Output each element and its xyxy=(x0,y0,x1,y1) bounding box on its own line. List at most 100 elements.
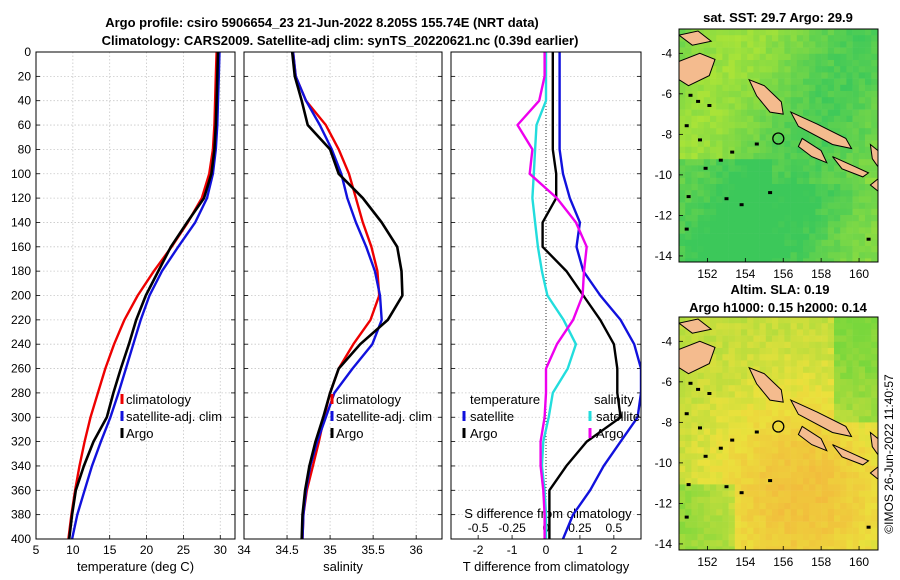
map-cell xyxy=(691,109,698,117)
map-lon-tick: 160 xyxy=(849,555,869,569)
map-cell xyxy=(784,190,791,197)
map-cell xyxy=(716,540,723,547)
map-cell xyxy=(765,372,773,380)
map-cell xyxy=(703,97,711,104)
map-cell xyxy=(790,546,798,550)
map-cell xyxy=(846,521,853,529)
map-cell xyxy=(697,184,705,191)
map-cell xyxy=(858,72,866,79)
map-cell xyxy=(710,391,717,398)
map-cell xyxy=(772,91,779,98)
map-cell xyxy=(821,323,829,330)
map-cell xyxy=(765,122,773,129)
map-cell xyxy=(846,35,853,42)
map-cell xyxy=(865,403,872,411)
map-cell xyxy=(858,103,866,110)
map-cell xyxy=(716,159,723,166)
map-cell xyxy=(716,41,723,48)
map-cell xyxy=(827,239,835,247)
map-cell xyxy=(790,208,798,216)
map-cell xyxy=(741,441,748,448)
map-cell xyxy=(703,115,711,123)
map-cell xyxy=(741,227,748,234)
map-cell xyxy=(803,134,810,141)
map-cell xyxy=(840,441,847,448)
map-cell xyxy=(728,465,736,473)
panel-salinity: 34 34.5 35 35.5 36salinityclimatologysatelli… xyxy=(237,51,443,574)
map-cell xyxy=(734,97,742,104)
map-cell xyxy=(722,472,729,479)
map-cell xyxy=(728,153,736,160)
map-cell xyxy=(753,341,760,349)
map-cell xyxy=(865,329,872,336)
map-cell xyxy=(784,490,791,498)
map-cell xyxy=(796,103,804,110)
map-cell xyxy=(697,252,705,259)
map-cell xyxy=(772,227,779,234)
map-cell xyxy=(685,521,692,529)
map-cell xyxy=(865,190,872,197)
map-cell xyxy=(759,521,767,529)
series-group xyxy=(516,52,641,539)
map-cell xyxy=(722,215,729,222)
map-cell xyxy=(772,53,779,61)
map-cell xyxy=(741,354,748,361)
map-cell xyxy=(722,348,729,355)
map-cell xyxy=(865,521,872,529)
map-cell xyxy=(871,91,878,98)
map-cell xyxy=(734,490,742,498)
map-cell xyxy=(834,91,841,98)
map-cell xyxy=(765,546,773,550)
depth-tick-label: 220 xyxy=(11,313,31,327)
map-cell xyxy=(703,128,711,135)
map-cell xyxy=(734,496,742,504)
map-cell xyxy=(871,227,878,234)
map-cell xyxy=(803,159,810,166)
map-cell xyxy=(796,227,804,234)
map-cell xyxy=(697,441,705,448)
map-cell xyxy=(679,97,686,104)
map-cell xyxy=(679,323,686,330)
map-cell xyxy=(803,534,810,541)
map-cell xyxy=(759,227,767,234)
map-cell xyxy=(858,78,866,86)
map-cell xyxy=(716,184,723,191)
map-cell xyxy=(865,465,872,473)
map-cell xyxy=(871,385,878,392)
map-cell xyxy=(840,465,847,473)
map-cell xyxy=(858,534,866,541)
map-cell xyxy=(722,465,729,473)
map-cell xyxy=(710,515,717,522)
map-cell xyxy=(790,153,798,160)
map-cell xyxy=(803,97,810,104)
map-cell xyxy=(747,323,754,330)
map-cell xyxy=(741,410,748,417)
map-cell xyxy=(747,134,754,141)
map-cell xyxy=(852,227,860,234)
map-cell xyxy=(852,91,860,98)
map-cell xyxy=(679,190,686,197)
map-cell xyxy=(827,372,835,380)
map-cell xyxy=(691,534,698,541)
map-cell xyxy=(778,484,785,491)
map-cell xyxy=(796,379,804,386)
map-cell xyxy=(784,78,791,86)
map-cell xyxy=(821,165,829,172)
map-cell xyxy=(716,233,723,241)
map-cell xyxy=(716,246,723,253)
map-cell xyxy=(778,196,785,203)
map-cell xyxy=(803,478,810,485)
map-cell xyxy=(865,91,872,98)
reef-mark xyxy=(696,99,701,103)
map-cell xyxy=(809,379,816,386)
island-shape xyxy=(869,178,878,192)
map-cell xyxy=(803,233,810,241)
map-cell xyxy=(759,122,767,129)
map-cell xyxy=(753,329,760,336)
x-tick-label: 2 xyxy=(611,543,618,557)
map-cell xyxy=(734,515,742,522)
map-cell xyxy=(697,159,705,166)
map-cell xyxy=(790,447,798,454)
map-cell xyxy=(728,115,736,123)
